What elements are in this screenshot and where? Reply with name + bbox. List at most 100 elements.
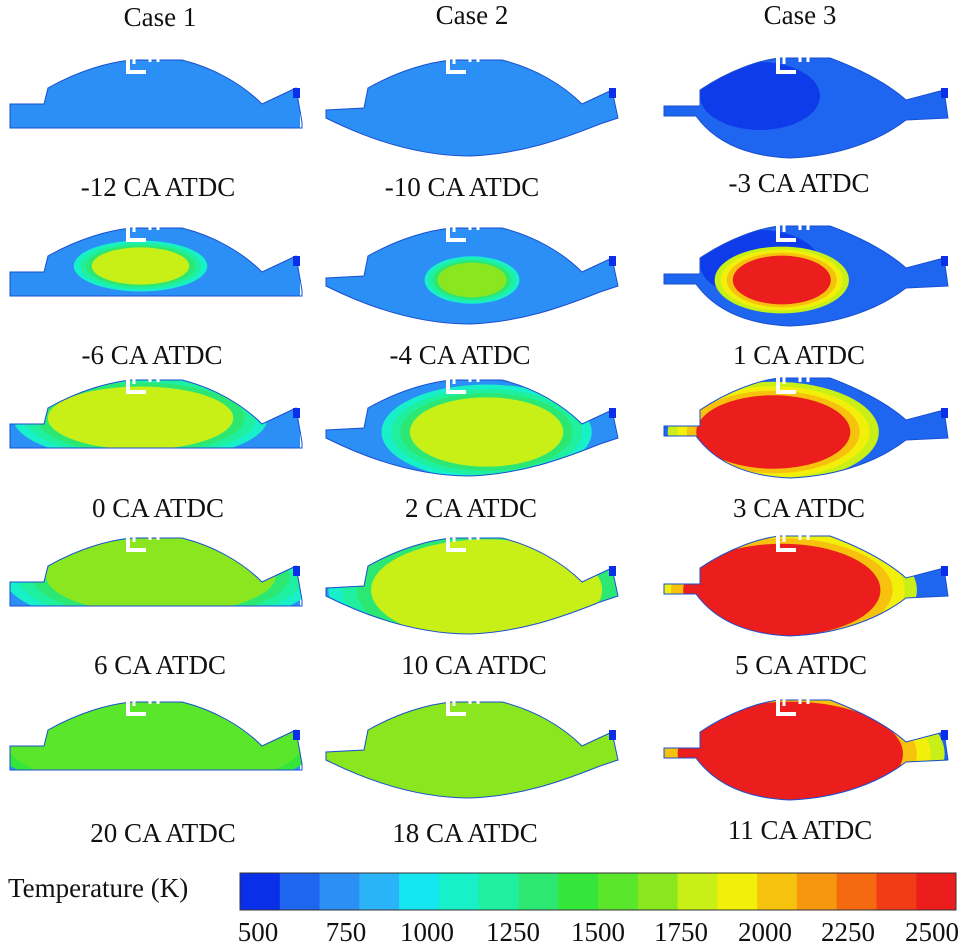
flame-band [683, 543, 881, 636]
frame-label: -6 CA ATDC [81, 340, 223, 370]
exhaust-valve [609, 408, 616, 418]
injector-nozzle [776, 50, 796, 74]
colorbar-swatch [399, 873, 440, 910]
chamber-outline [325, 59, 619, 157]
flame-band [34, 702, 276, 770]
chamber-frame [9, 690, 303, 771]
colorbar-swatch [240, 873, 281, 910]
temperature-field [664, 226, 948, 326]
exhaust-valve [609, 88, 616, 98]
colorbar-label: Temperature (K) [8, 873, 189, 903]
temperature-field [326, 380, 618, 476]
colorbar-swatch [279, 873, 321, 910]
colorbar-swatch [637, 873, 679, 910]
exhaust-valve [941, 730, 948, 740]
chamber-outline [9, 537, 303, 607]
chamber-frame [9, 368, 303, 449]
chamber-outline [663, 699, 949, 801]
exhaust-valve [941, 256, 948, 266]
colorbar-swatch [438, 873, 480, 910]
flame-band [437, 262, 507, 298]
chamber-outline [663, 57, 949, 159]
frame-label: 0 CA ATDC [91, 493, 225, 523]
exhaust-valve [293, 88, 300, 98]
frame-label: 2 CA ATDC [404, 493, 538, 523]
chamber-frame [663, 216, 949, 327]
colorbar-swatch [518, 873, 559, 910]
frame-label: -10 CA ATDC [384, 172, 540, 202]
injector-nozzle [126, 692, 146, 716]
exhaust-valve [293, 566, 300, 576]
chamber-outline [9, 227, 303, 297]
colorbar-tick: 500 [237, 917, 279, 947]
chamber-outline [663, 225, 949, 327]
chamber-frame [325, 216, 619, 325]
flame-band [46, 538, 276, 606]
colorbar-swatch [836, 873, 877, 910]
frame-label: 1 CA ATDC [732, 340, 866, 370]
flame-band [409, 397, 564, 467]
exhaust-valve [609, 730, 616, 740]
frame-label: -3 CA ATDC [728, 168, 870, 198]
frame-label: 20 CA ATDC [90, 818, 236, 848]
colorbar-swatch [757, 873, 798, 910]
temperature-field [10, 538, 302, 606]
frame-label: 18 CA ATDC [392, 818, 538, 848]
flame-band [91, 247, 190, 285]
injector-nozzle [126, 50, 146, 74]
chamber-frame [9, 48, 303, 129]
exhaust-valve [293, 256, 300, 266]
temperature-field [10, 60, 300, 128]
temperature-field [326, 228, 618, 324]
case-2-title: Case 2 [435, 0, 509, 30]
temperature-field [664, 58, 948, 158]
temperature-field [326, 538, 618, 634]
injector-nozzle [446, 692, 466, 716]
colorbar-swatch [677, 873, 718, 910]
colorbar-swatch [558, 873, 599, 910]
flame-band [350, 702, 594, 798]
chamber-outline [663, 535, 949, 637]
exhaust-valve [941, 566, 948, 576]
colorbar-swatch [916, 873, 957, 910]
colorbar-tick: 2500 [905, 917, 959, 947]
frame-label: 10 CA ATDC [401, 650, 547, 680]
colorbar-tick: 2000 [738, 917, 792, 947]
frame-label: -4 CA ATDC [389, 340, 531, 370]
flame-band [696, 395, 851, 469]
colorbar-tick: 1750 [654, 917, 708, 947]
frame-label: 3 CA ATDC [732, 493, 866, 523]
colorbar-tick: 1250 [486, 917, 540, 947]
injector-nozzle [776, 528, 796, 552]
chamber-frame [325, 368, 619, 477]
injector-nozzle [446, 370, 466, 394]
injector-nozzle [446, 218, 466, 242]
chamber-frame [9, 216, 303, 297]
temperature-field [664, 378, 948, 478]
exhaust-valve [609, 566, 616, 576]
chamber-frame [325, 690, 619, 799]
colorbar-swatch [478, 873, 519, 910]
exhaust-valve [941, 88, 948, 98]
flame-band [677, 701, 903, 800]
chamber-outline [325, 537, 619, 635]
chamber-outline [9, 59, 303, 129]
chamber-frame [9, 526, 303, 607]
colorbar-tick: 2250 [821, 917, 875, 947]
cold-core-region [700, 62, 820, 130]
colorbar-frame [239, 872, 957, 911]
exhaust-valve [293, 408, 300, 418]
exhaust-valve [941, 408, 948, 418]
colorbar-swatch [876, 873, 917, 910]
colorbar-tick: 1500 [571, 917, 625, 947]
colorbar-swatch [717, 873, 758, 910]
colorbar-tick: 1000 [400, 917, 454, 947]
injector-nozzle [126, 218, 146, 242]
colorbar-swatch [319, 873, 360, 910]
flame-band [732, 255, 831, 305]
frame-label: 5 CA ATDC [734, 650, 868, 680]
flame-band [47, 386, 234, 448]
injector-nozzle [446, 50, 466, 74]
injector-nozzle [776, 218, 796, 242]
unburned-gas-region [326, 60, 618, 156]
